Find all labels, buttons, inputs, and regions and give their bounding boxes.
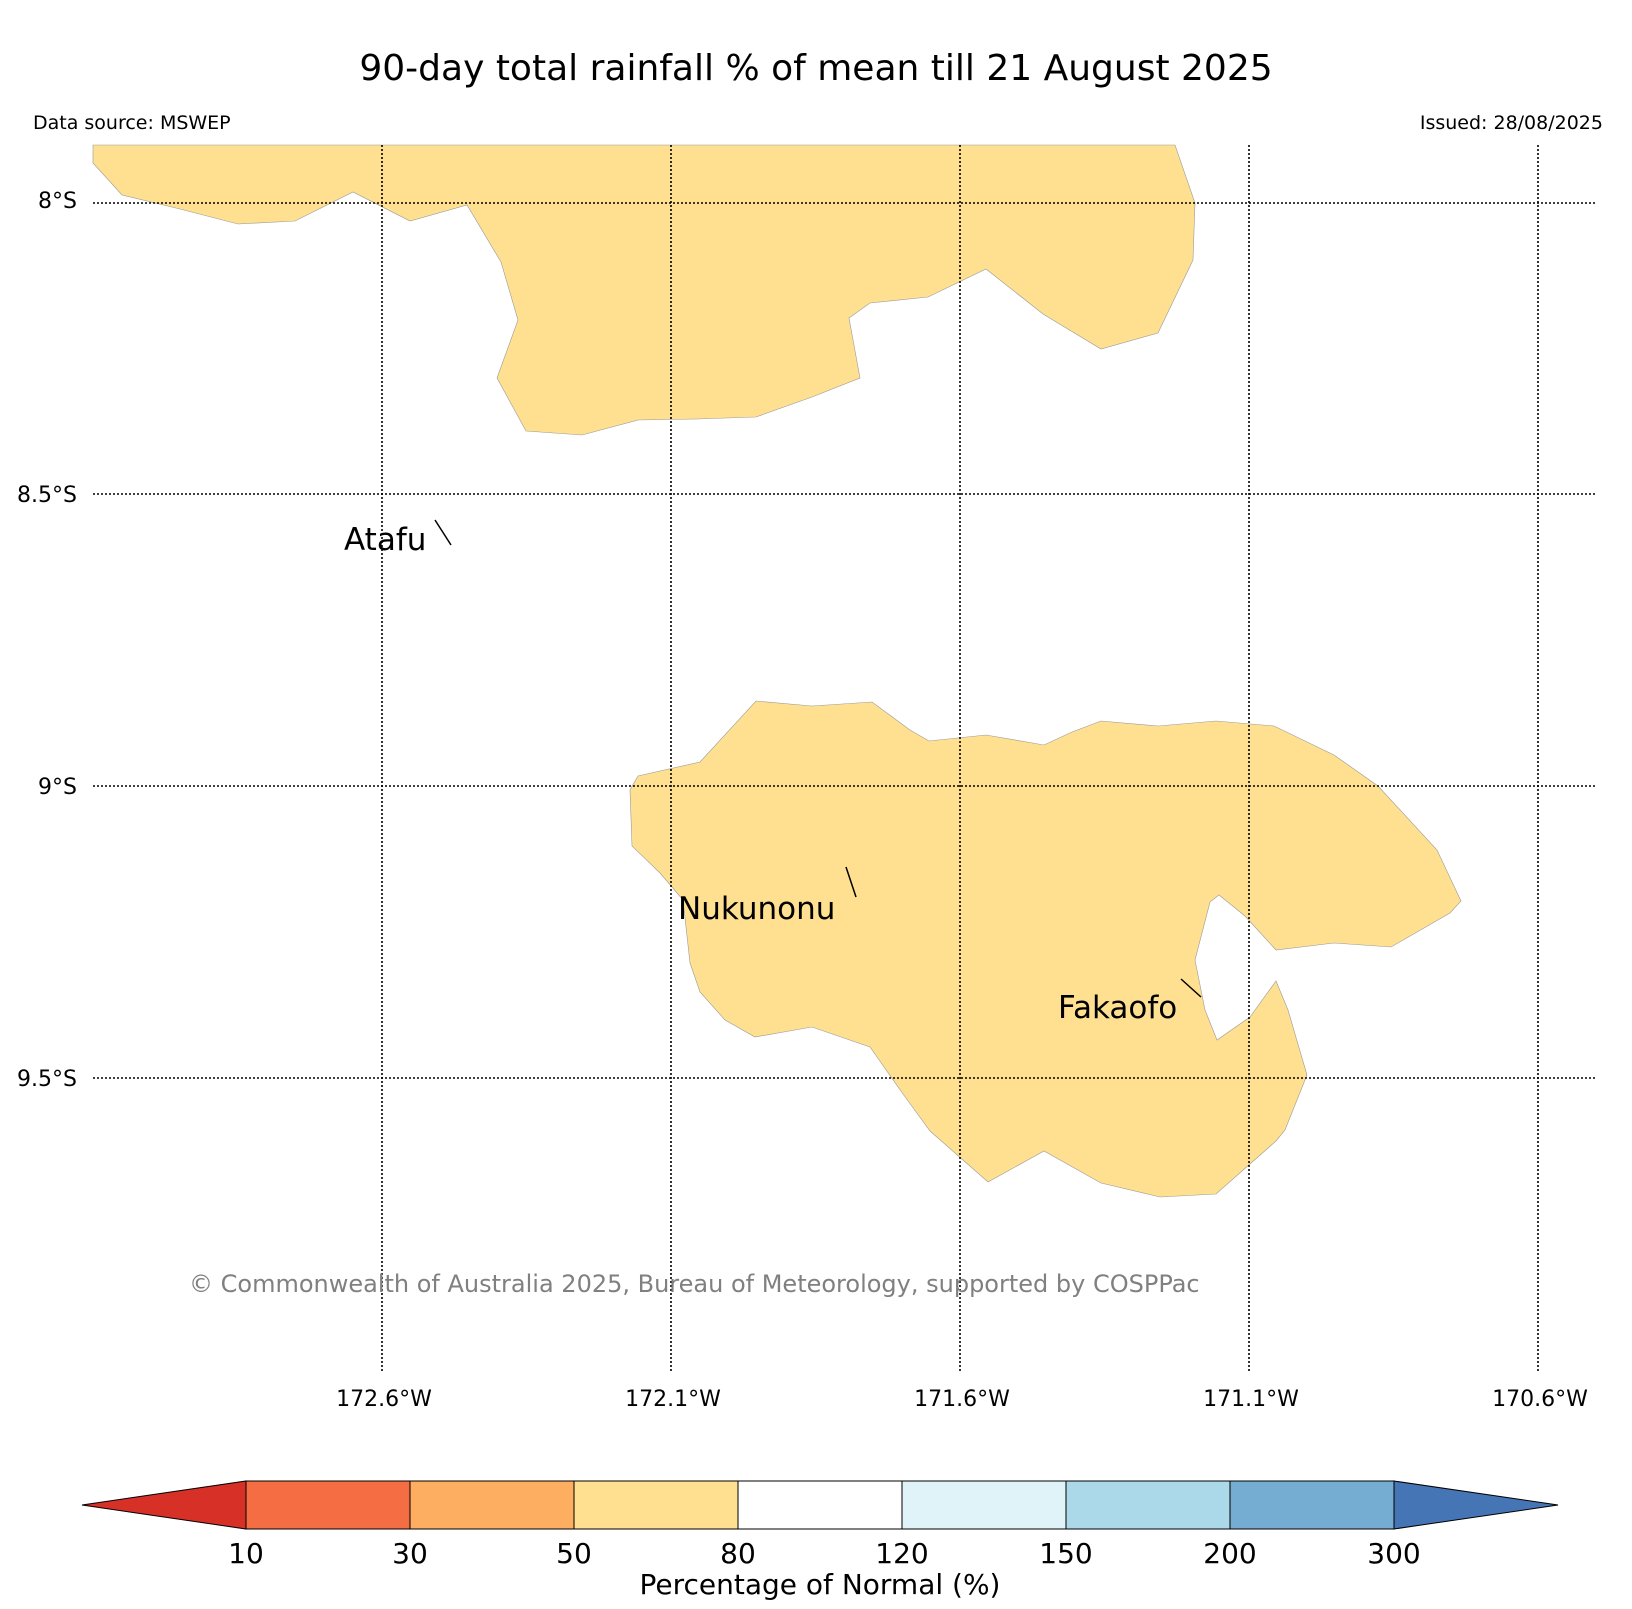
lat-label: 8.5°S <box>17 483 77 508</box>
colorbar-tick-label: 150 <box>1039 1537 1092 1570</box>
longitude-labels: 172.6°W 172.1°W 171.6°W 171.1°W 170.6°W <box>336 1387 1588 1412</box>
copyright-notice: © Commonwealth of Australia 2025, Bureau… <box>189 1270 1200 1298</box>
place-label-atafu: Atafu <box>344 522 426 558</box>
lon-label: 170.6°W <box>1492 1387 1588 1412</box>
colorbar-segment <box>573 1480 739 1530</box>
colorbar-tick-label: 80 <box>720 1537 756 1570</box>
colorbar-segment <box>901 1480 1067 1530</box>
data-source-label: Data source: MSWEP <box>33 112 231 134</box>
fakaofo-marker <box>1180 978 1202 998</box>
place-label-nukunonu: Nukunonu <box>678 891 835 927</box>
colorbar-tick-label: 30 <box>392 1537 428 1570</box>
rainfall-region-nukunonu-fakaofo <box>629 700 1462 1198</box>
lon-label: 172.1°W <box>625 1387 721 1412</box>
colorbar-segment <box>1065 1480 1231 1530</box>
place-labels: Atafu Nukunonu Fakaofo <box>344 519 1202 1026</box>
colorbar-tick-label: 10 <box>228 1537 264 1570</box>
colorbar-tick-label: 300 <box>1367 1537 1420 1570</box>
colorbar-tick-label: 120 <box>875 1537 928 1570</box>
place-label-fakaofo: Fakaofo <box>1058 990 1177 1026</box>
rainfall-region-atafu <box>92 144 1196 436</box>
colorbar-tick-label: 50 <box>556 1537 592 1570</box>
figure-title: 90-day total rainfall % of mean till 21 … <box>359 48 1272 89</box>
colorbar-ticks: 10 30 50 80 120 150 200 300 <box>228 1537 1421 1570</box>
lon-label: 171.1°W <box>1203 1387 1299 1412</box>
colorbar-title: Percentage of Normal (%) <box>640 1568 1001 1601</box>
graticule <box>93 145 1595 1373</box>
nukunonu-marker <box>845 866 857 898</box>
lon-label: 172.6°W <box>336 1387 432 1412</box>
colorbar-segment <box>1229 1480 1395 1530</box>
colorbar-segment <box>737 1480 903 1530</box>
map-plot-area <box>92 144 1462 1198</box>
latitude-labels: 8°S 8.5°S 9°S 9.5°S <box>17 189 77 1092</box>
colorbar-tick-label: 200 <box>1203 1537 1256 1570</box>
lat-label: 9.5°S <box>17 1067 77 1092</box>
colorbar-segment <box>245 1480 411 1530</box>
colorbar-legend: 10 30 50 80 120 150 200 300 Percentage o… <box>81 1480 1559 1601</box>
lat-label: 9°S <box>38 775 77 800</box>
colorbar-extend-low <box>81 1480 247 1530</box>
issued-date-label: Issued: 28/08/2025 <box>1420 112 1603 134</box>
atafu-marker <box>434 519 452 546</box>
lat-label: 8°S <box>38 189 77 214</box>
lon-label: 171.6°W <box>914 1387 1010 1412</box>
colorbar-segment <box>409 1480 575 1530</box>
colorbar-extend-high <box>1393 1480 1559 1530</box>
